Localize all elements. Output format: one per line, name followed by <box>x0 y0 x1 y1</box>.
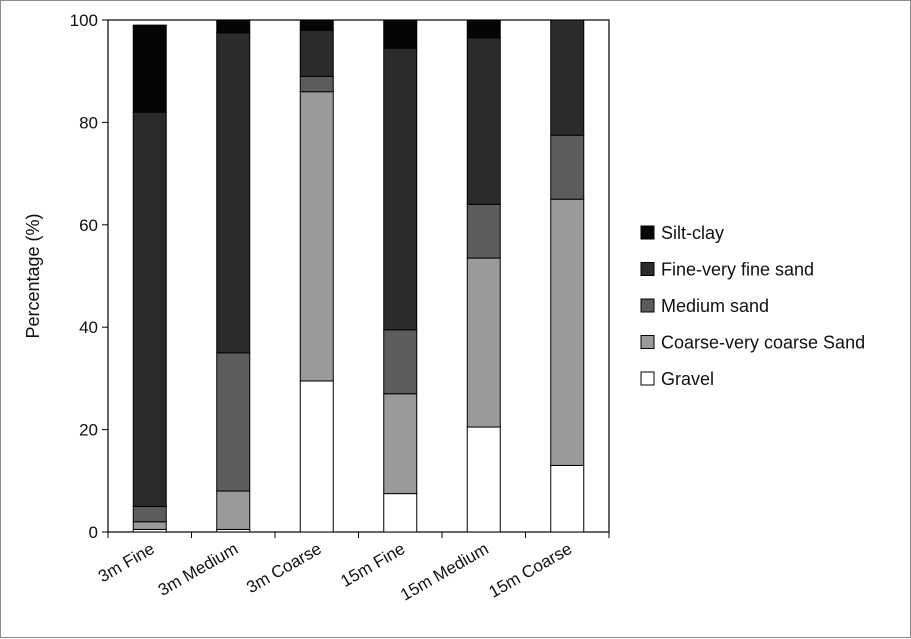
bar-segment <box>466 19 501 39</box>
bar-segment <box>466 37 501 205</box>
bar-segment <box>132 111 167 507</box>
bar-segment <box>383 493 418 533</box>
x-tick-label: 15m Coarse <box>486 539 576 602</box>
bar-segment <box>299 29 334 77</box>
legend-label: Fine-very fine sand <box>661 260 814 280</box>
bar-segment <box>299 380 334 533</box>
bar-segment <box>383 393 418 495</box>
x-tick-label: 15m Medium <box>397 539 492 605</box>
y-tick-label: 40 <box>79 318 98 337</box>
x-tick-label: 3m Coarse <box>243 539 325 597</box>
legend-label: Silt-clay <box>661 223 724 243</box>
bar-segment <box>132 505 167 523</box>
y-tick-label: 60 <box>79 216 98 235</box>
bar-segment <box>466 203 501 259</box>
bar-segment <box>299 19 334 31</box>
legend-swatch <box>640 225 655 240</box>
legend-swatch <box>640 371 655 386</box>
legend-label: Medium sand <box>661 296 769 316</box>
bar-segment <box>132 24 167 113</box>
legend-swatch <box>640 335 655 349</box>
plot-area <box>107 19 610 533</box>
y-axis-title: Percentage (%) <box>23 213 43 338</box>
bar-segment <box>216 352 251 492</box>
bar-segment <box>383 47 418 331</box>
bar-segment <box>216 490 251 530</box>
legend-swatch <box>640 262 655 276</box>
y-tick-label: 100 <box>70 11 98 30</box>
bar-segment <box>550 198 585 466</box>
legend-label: Gravel <box>661 369 714 389</box>
legend-swatch <box>640 298 655 313</box>
x-tick-label: 15m Fine <box>337 539 408 591</box>
bar-segment <box>466 257 501 428</box>
bar-segment <box>299 91 334 382</box>
bar-segment <box>216 19 251 34</box>
x-tick-label: 3m Fine <box>95 539 158 586</box>
y-tick-label: 0 <box>89 523 98 542</box>
bar-segment <box>299 75 334 93</box>
y-tick-label: 80 <box>79 113 98 132</box>
plot-border <box>107 19 610 533</box>
bar-segment <box>466 426 501 533</box>
y-tick-label: 20 <box>79 421 98 440</box>
legend-label: Coarse-very coarse Sand <box>661 333 865 353</box>
bar-segment <box>383 329 418 395</box>
bar-segment <box>383 19 418 49</box>
bar-segment <box>550 134 585 200</box>
bar-segment <box>550 464 585 533</box>
bar-segment <box>132 521 167 530</box>
bar-segment <box>216 32 251 354</box>
legend: Silt-clay Fine-very fine sand Medium sand C… <box>640 223 865 389</box>
x-tick-label: 3m Medium <box>155 539 241 600</box>
bar-segment <box>550 19 585 136</box>
